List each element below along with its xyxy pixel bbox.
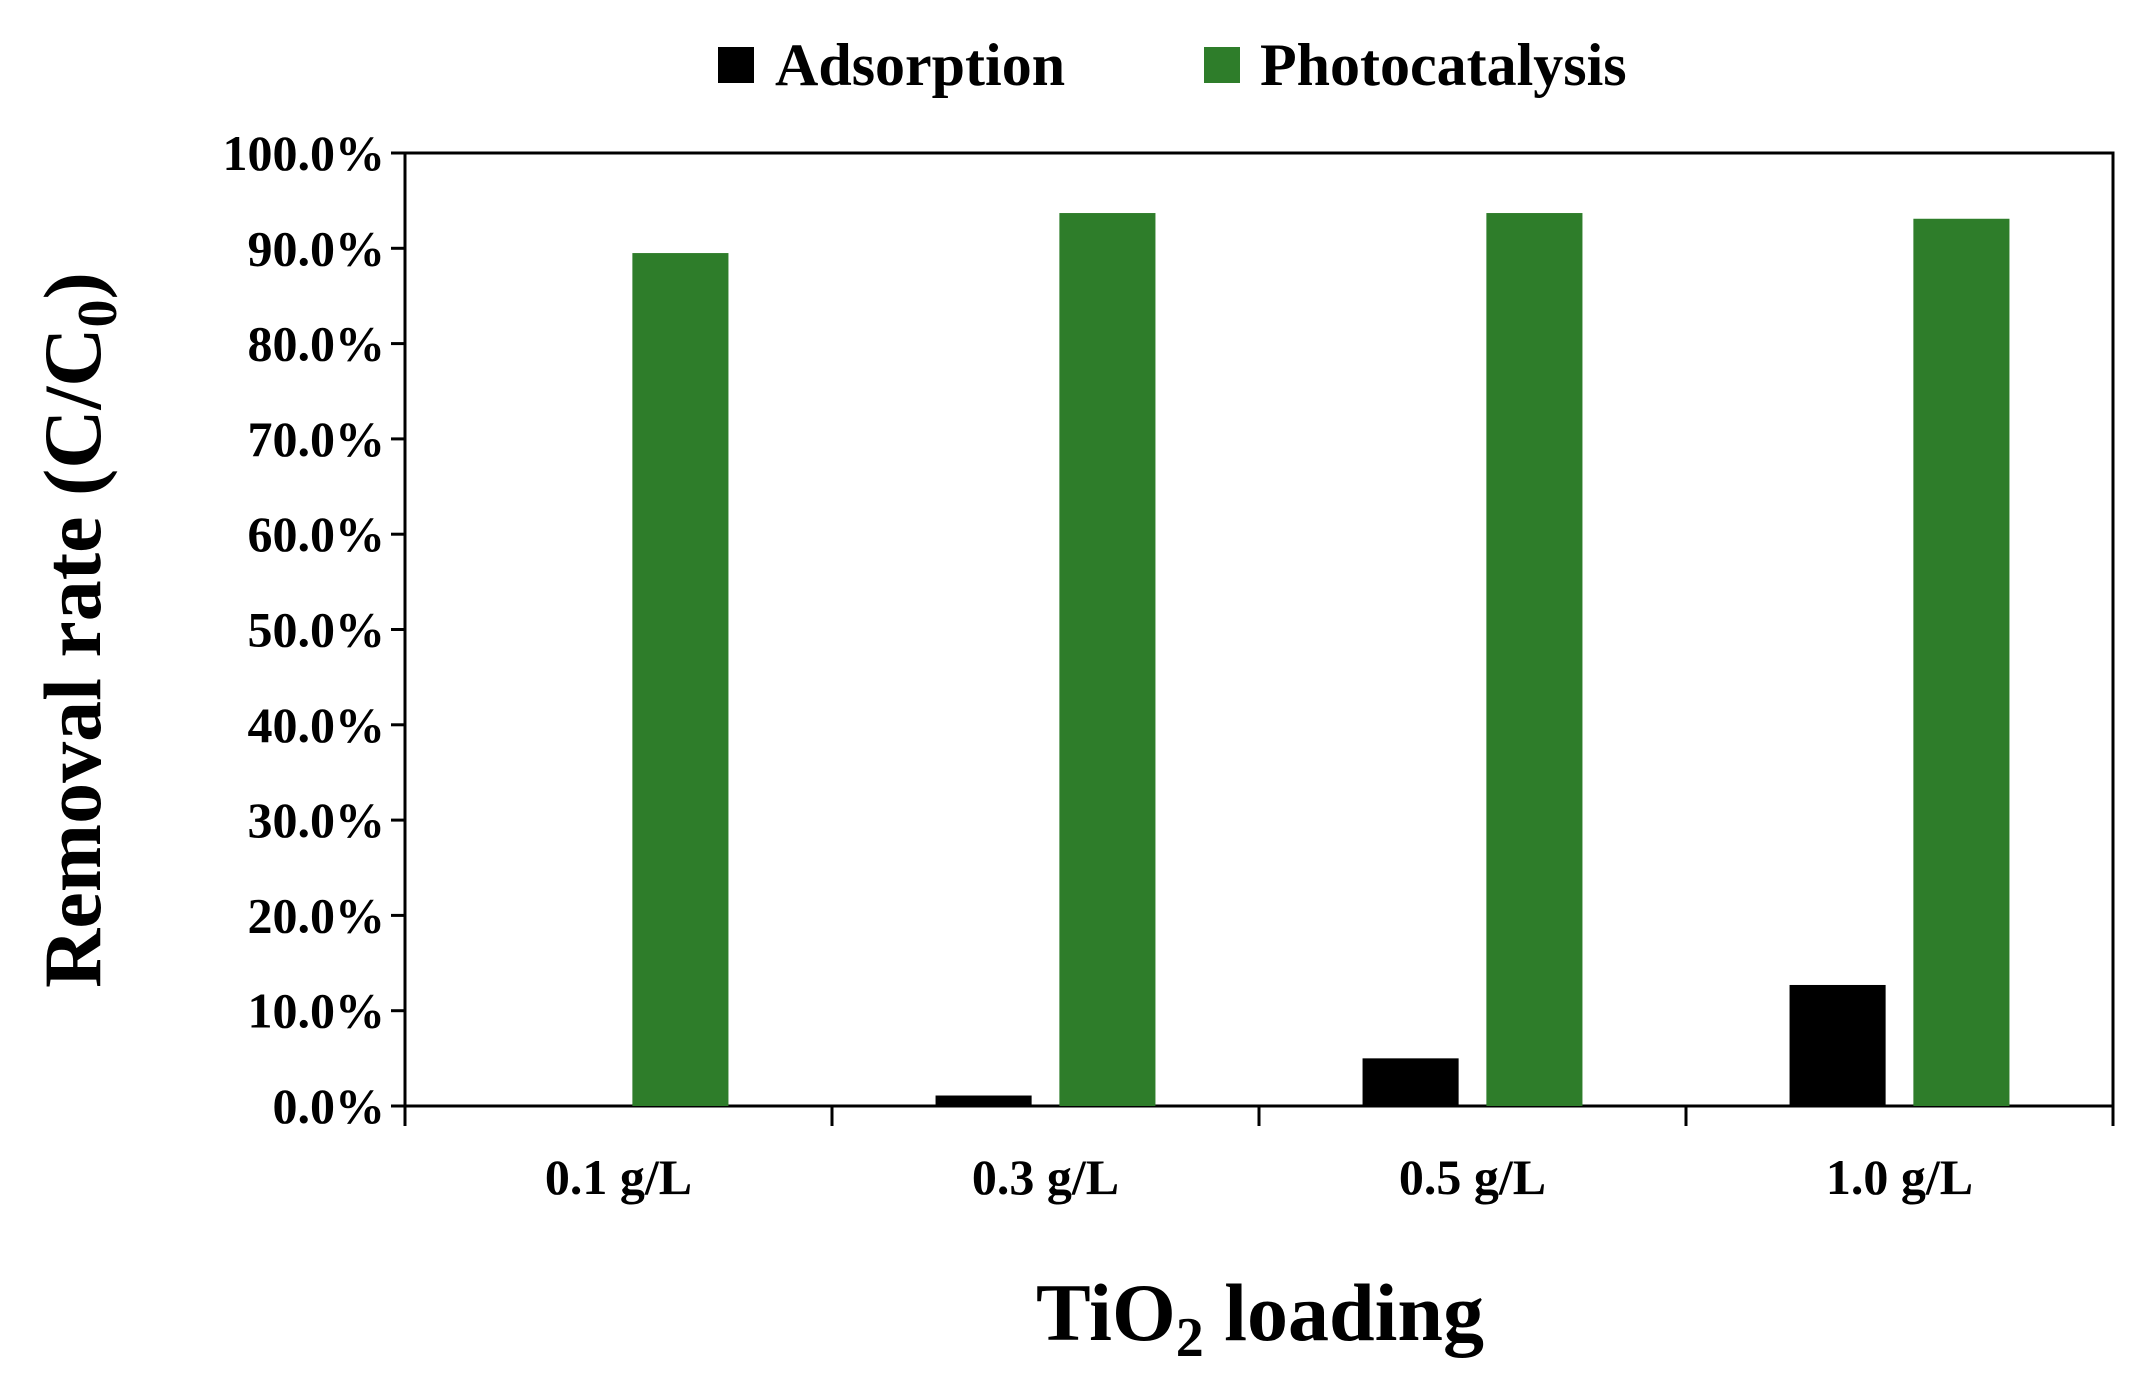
x-axis-title: TiO2 loading — [1036, 1267, 1484, 1369]
bar-photocatalysis — [1059, 213, 1156, 1106]
bar-photocatalysis — [1913, 218, 2010, 1106]
x-category-label: 1.0 g/L — [1826, 1149, 1973, 1205]
legend: Adsorption Photocatalysis — [718, 32, 1627, 98]
legend-swatch-adsorption — [718, 47, 754, 83]
y-axis-ticks: 0.0% 10.0% 20.0% 30.0% 40.0% 50.0% 60.0% 70.0% 8… — [223, 125, 405, 1134]
legend-label-adsorption: Adsorption — [775, 32, 1065, 98]
bar-photocatalysis — [632, 253, 729, 1106]
y-tick-label: 40.0% — [248, 697, 386, 753]
x-category-label: 0.3 g/L — [972, 1149, 1119, 1205]
y-tick-label: 100.0% — [223, 125, 386, 181]
legend-swatch-photocatalysis — [1204, 47, 1240, 83]
legend-label-photocatalysis: Photocatalysis — [1260, 32, 1627, 98]
y-tick-label: 70.0% — [248, 411, 386, 467]
bars-group — [632, 213, 2010, 1106]
y-tick-label: 80.0% — [248, 316, 386, 372]
y-tick-label: 60.0% — [248, 506, 386, 562]
y-tick-label: 50.0% — [248, 602, 386, 658]
x-category-label: 0.5 g/L — [1399, 1149, 1546, 1205]
y-axis-title: Removal rate (C/C0) — [27, 272, 129, 988]
y-tick-label: 30.0% — [248, 792, 386, 848]
bar-adsorption — [935, 1095, 1032, 1106]
y-tick-label: 90.0% — [248, 220, 386, 276]
y-tick-label: 0.0% — [273, 1078, 386, 1134]
bar-photocatalysis — [1486, 213, 1583, 1106]
x-axis-ticks: 0.1 g/L 0.3 g/L 0.5 g/L 1.0 g/L — [403, 1106, 2115, 1205]
x-category-label: 0.1 g/L — [545, 1149, 692, 1205]
y-tick-label: 20.0% — [248, 887, 386, 943]
bar-adsorption — [1789, 984, 1886, 1106]
bar-adsorption — [1362, 1058, 1459, 1106]
y-tick-label: 10.0% — [248, 983, 386, 1039]
